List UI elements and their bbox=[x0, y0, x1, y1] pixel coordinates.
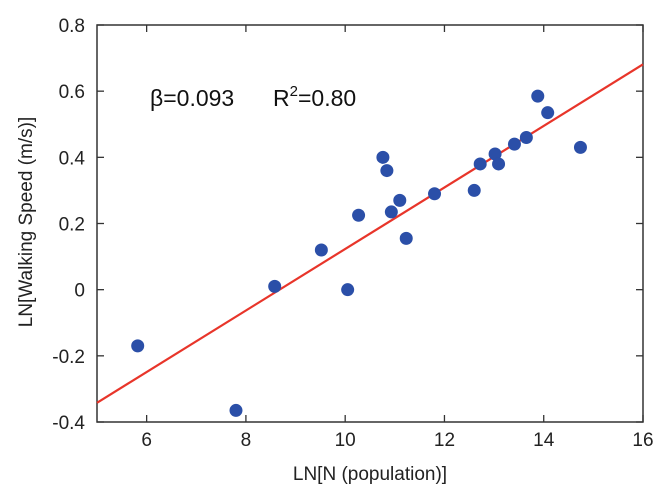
data-point bbox=[467, 183, 481, 197]
data-point bbox=[573, 140, 587, 154]
axes-layer: 6 8 10 12 14 16 -0.4 -0.2 0 0.2 0.4 0.6 0.8 bbox=[52, 16, 653, 451]
data-point bbox=[352, 208, 366, 222]
y-tick-label: 0.2 bbox=[59, 215, 85, 236]
x-axis-label: LN[N (population)] bbox=[293, 464, 447, 485]
fit-layer bbox=[96, 63, 644, 404]
data-point bbox=[399, 231, 413, 245]
data-point bbox=[531, 89, 545, 103]
regression-line bbox=[96, 63, 644, 404]
y-axis-label: LN[Walking Speed (m/s)] bbox=[16, 117, 37, 327]
annotation-layer: β=0.093 R2=0.80 bbox=[150, 83, 356, 111]
data-point bbox=[492, 157, 506, 171]
y-tick-label: -0.4 bbox=[52, 413, 85, 434]
x-tick-label: 10 bbox=[335, 430, 356, 451]
x-tick-label: 6 bbox=[141, 430, 152, 451]
data-point bbox=[519, 130, 533, 144]
data-point bbox=[541, 106, 555, 120]
beta-symbol: β bbox=[150, 85, 163, 111]
x-tick-label: 8 bbox=[241, 430, 252, 451]
r2-value: =0.80 bbox=[298, 85, 356, 111]
y-tick-label: 0.8 bbox=[59, 16, 85, 37]
beta-value: =0.093 bbox=[163, 85, 234, 111]
points-layer bbox=[131, 89, 587, 417]
r2-annotation: R2=0.80 bbox=[273, 83, 356, 111]
data-point bbox=[384, 205, 398, 219]
y-tick-label: -0.2 bbox=[52, 347, 85, 368]
data-point bbox=[314, 243, 328, 257]
r2-prefix: R bbox=[273, 85, 290, 111]
data-point bbox=[393, 193, 407, 207]
data-point bbox=[428, 187, 442, 201]
y-tick-label: 0.6 bbox=[59, 82, 85, 103]
data-point bbox=[380, 164, 394, 178]
data-point bbox=[507, 137, 521, 151]
x-tick-label: 12 bbox=[434, 430, 455, 451]
r2-superscript: 2 bbox=[290, 83, 298, 100]
data-point bbox=[473, 157, 487, 171]
data-point bbox=[376, 150, 390, 164]
data-point bbox=[488, 147, 502, 161]
data-point bbox=[229, 403, 243, 417]
y-tick-label: 0.4 bbox=[59, 148, 86, 169]
data-point bbox=[131, 339, 145, 353]
data-point bbox=[268, 279, 282, 293]
y-tick-label: 0 bbox=[74, 281, 85, 302]
x-tick-label: 16 bbox=[632, 430, 653, 451]
data-point bbox=[341, 283, 355, 297]
beta-annotation: β=0.093 bbox=[150, 85, 234, 111]
x-tick-label: 14 bbox=[533, 430, 555, 451]
